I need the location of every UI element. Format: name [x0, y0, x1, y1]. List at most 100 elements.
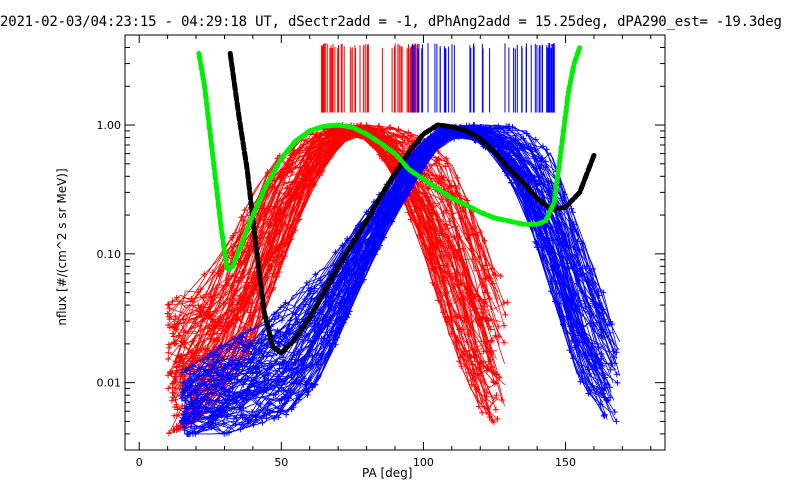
- blue-point: [600, 329, 607, 336]
- red-point: [189, 338, 196, 345]
- red-point: [172, 313, 179, 320]
- red-point: [285, 162, 292, 169]
- blue-point: [180, 379, 187, 386]
- red-point: [501, 300, 507, 306]
- blue-point: [179, 390, 186, 397]
- blue-point: [278, 396, 285, 403]
- red-point: [192, 320, 199, 327]
- blue-point: [190, 405, 197, 412]
- blue-point: [527, 198, 534, 204]
- red-point: [223, 309, 230, 316]
- blue-point: [291, 360, 298, 367]
- blue-point: [207, 422, 214, 428]
- blue-point: [270, 392, 277, 399]
- red-point: [281, 179, 288, 186]
- red-point: [489, 337, 495, 344]
- blue-point: [361, 276, 368, 283]
- red-point: [409, 209, 416, 215]
- blue-point: [362, 230, 369, 237]
- blue-point: [565, 265, 572, 271]
- blue-point: [206, 350, 213, 357]
- red-point: [363, 123, 370, 130]
- red-point: [442, 163, 449, 170]
- blue-point: [543, 222, 550, 229]
- blue-point: [525, 143, 532, 150]
- blue-point: [611, 409, 618, 415]
- blue-point: [217, 371, 223, 378]
- blue-point: [182, 366, 189, 373]
- blue-point: [280, 359, 287, 365]
- blue-point: [579, 369, 586, 376]
- red-point: [211, 337, 217, 344]
- blue-point: [191, 414, 198, 420]
- red-point: [303, 163, 310, 170]
- red-point: [171, 404, 178, 410]
- red-point: [442, 313, 449, 320]
- blue-point: [230, 415, 237, 422]
- red-curve: [180, 130, 492, 368]
- red-point: [228, 234, 235, 241]
- blue-point: [601, 394, 607, 401]
- blue-point: [558, 262, 565, 269]
- red-point: [429, 265, 435, 272]
- blue-point: [320, 318, 327, 324]
- red-point: [248, 304, 255, 311]
- blue-point: [275, 312, 282, 319]
- blue-point: [231, 379, 238, 386]
- blue-point: [303, 280, 310, 286]
- red-point: [417, 232, 423, 239]
- green-model-group: [196, 45, 583, 273]
- blue-point: [330, 262, 337, 269]
- blue-point: [188, 423, 195, 430]
- blue-point: [252, 416, 259, 423]
- red-point: [435, 297, 442, 304]
- blue-point: [240, 405, 247, 412]
- red-point: [287, 225, 294, 232]
- blue-point: [568, 205, 575, 212]
- blue-point: [614, 379, 621, 386]
- blue-point: [282, 299, 289, 306]
- blue-point: [613, 418, 620, 425]
- red-point: [206, 313, 213, 320]
- red-point: [460, 245, 467, 252]
- red-point: [165, 301, 172, 308]
- red-point: [502, 311, 509, 318]
- blue-point: [247, 389, 254, 396]
- red-point: [165, 385, 172, 392]
- blue-point: [570, 327, 577, 334]
- blue-point: [251, 345, 258, 352]
- red-point: [504, 299, 511, 306]
- blue-point: [309, 384, 316, 391]
- black-model-line: [227, 50, 597, 356]
- red-point: [426, 207, 433, 213]
- blue-point: [187, 382, 194, 389]
- blue-point: [590, 312, 597, 319]
- blue-point: [450, 133, 457, 140]
- blue-point: [470, 122, 477, 128]
- black-model-group: [227, 50, 597, 356]
- red-point: [451, 234, 457, 241]
- blue-point: [181, 424, 187, 431]
- blue-point: [187, 371, 194, 378]
- red-point: [289, 151, 296, 158]
- red-point: [214, 330, 220, 337]
- blue-point: [218, 412, 225, 419]
- red-point: [322, 135, 329, 142]
- blue-point: [283, 330, 290, 337]
- red-point: [323, 141, 330, 148]
- blue-point: [229, 384, 236, 391]
- red-point: [166, 430, 172, 437]
- blue-point: [363, 209, 370, 216]
- blue-point: [263, 415, 270, 422]
- blue-point: [185, 430, 192, 437]
- blue-point: [317, 277, 324, 284]
- blue-point: [191, 371, 198, 378]
- x-tick-label: 50: [274, 456, 288, 469]
- blue-point: [547, 278, 554, 285]
- red-point: [498, 397, 505, 403]
- blue-point: [542, 164, 549, 171]
- red-point: [466, 289, 473, 296]
- red-point: [440, 174, 447, 181]
- red-point: [166, 314, 173, 320]
- blue-point: [341, 279, 348, 286]
